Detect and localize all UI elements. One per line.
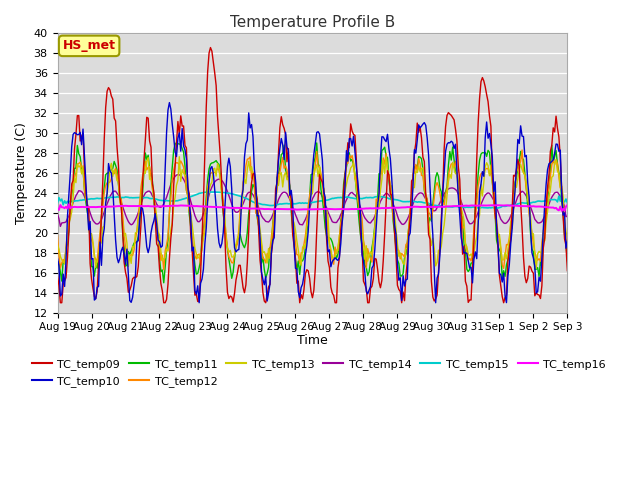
TC_temp16 [54, 205, 61, 211]
TC_temp16 [502, 203, 510, 208]
TC_temp14 [347, 190, 355, 196]
Line: TC_temp12: TC_temp12 [58, 150, 568, 270]
Line: TC_temp11: TC_temp11 [58, 143, 568, 283]
TC_temp15 [504, 203, 512, 208]
Y-axis label: Temperature (C): Temperature (C) [15, 122, 28, 224]
TC_temp11 [148, 179, 156, 184]
TC_temp10 [68, 144, 76, 150]
TC_temp14 [375, 203, 383, 208]
Line: TC_temp10: TC_temp10 [58, 103, 568, 303]
Line: TC_temp15: TC_temp15 [58, 192, 568, 208]
TC_temp09 [56, 300, 64, 306]
TC_temp12 [374, 199, 381, 204]
TC_temp10 [166, 100, 173, 106]
TC_temp16 [69, 204, 77, 210]
TC_temp15 [148, 196, 156, 202]
TC_temp09 [564, 268, 572, 274]
TC_temp13 [54, 242, 61, 248]
TC_temp10 [364, 291, 372, 297]
TC_temp16 [65, 202, 73, 207]
TC_temp12 [148, 187, 156, 192]
TC_temp16 [558, 208, 566, 214]
TC_temp14 [504, 218, 512, 224]
TC_temp14 [364, 219, 372, 225]
TC_temp15 [54, 200, 61, 206]
TC_temp15 [346, 194, 353, 200]
Line: TC_temp09: TC_temp09 [58, 48, 568, 303]
TC_temp09 [150, 189, 157, 195]
TC_temp09 [504, 258, 512, 264]
TC_temp13 [175, 154, 183, 160]
Line: TC_temp14: TC_temp14 [58, 175, 568, 227]
Line: TC_temp13: TC_temp13 [58, 157, 568, 268]
TC_temp15 [208, 189, 216, 195]
Text: HS_met: HS_met [63, 39, 116, 52]
TC_temp14 [69, 200, 77, 205]
TC_temp14 [564, 213, 572, 219]
TC_temp11 [504, 257, 512, 263]
TC_temp11 [68, 192, 76, 198]
TC_temp11 [375, 171, 383, 177]
TC_temp13 [148, 182, 156, 188]
TC_temp12 [362, 265, 370, 271]
TC_temp09 [375, 279, 383, 285]
Legend: TC_temp09, TC_temp10, TC_temp11, TC_temp12, TC_temp13, TC_temp14, TC_temp15, TC_: TC_temp09, TC_temp10, TC_temp11, TC_temp… [28, 355, 610, 391]
TC_temp11 [54, 259, 61, 264]
TC_temp11 [347, 158, 355, 164]
TC_temp15 [68, 199, 76, 204]
TC_temp13 [346, 170, 353, 176]
TC_temp10 [148, 223, 156, 228]
TC_temp14 [54, 211, 61, 217]
TC_temp16 [362, 205, 370, 211]
TC_temp11 [564, 258, 572, 264]
TC_temp09 [54, 273, 61, 279]
TC_temp09 [69, 178, 77, 183]
TC_temp13 [362, 243, 370, 249]
TC_temp14 [150, 195, 157, 201]
TC_temp15 [362, 194, 370, 200]
TC_temp10 [504, 273, 512, 279]
TC_temp12 [54, 232, 61, 238]
TC_temp11 [173, 140, 180, 145]
TC_temp12 [564, 240, 572, 246]
TC_temp16 [374, 205, 381, 211]
TC_temp10 [375, 191, 383, 197]
TC_temp13 [68, 209, 76, 215]
X-axis label: Time: Time [297, 334, 328, 347]
TC_temp11 [364, 273, 372, 278]
TC_temp11 [160, 280, 168, 286]
Title: Temperature Profile B: Temperature Profile B [230, 15, 395, 30]
TC_temp15 [474, 205, 482, 211]
TC_temp16 [150, 204, 157, 209]
TC_temp09 [347, 121, 355, 127]
TC_temp13 [564, 234, 572, 240]
TC_temp09 [364, 300, 372, 306]
TC_temp12 [502, 241, 510, 247]
TC_temp13 [532, 265, 540, 271]
TC_temp16 [564, 202, 572, 208]
TC_temp15 [374, 194, 381, 200]
TC_temp10 [54, 256, 61, 262]
TC_temp13 [502, 256, 510, 262]
TC_temp12 [160, 267, 168, 273]
TC_temp13 [374, 201, 381, 206]
Line: TC_temp16: TC_temp16 [58, 204, 568, 211]
TC_temp15 [564, 200, 572, 206]
TC_temp12 [346, 152, 353, 158]
TC_temp12 [68, 188, 76, 194]
TC_temp14 [174, 172, 182, 178]
TC_temp12 [518, 147, 526, 153]
TC_temp10 [195, 300, 203, 306]
TC_temp10 [347, 135, 355, 141]
TC_temp16 [346, 206, 353, 212]
TC_temp14 [56, 224, 64, 229]
TC_temp10 [564, 238, 572, 244]
TC_temp09 [207, 45, 214, 50]
